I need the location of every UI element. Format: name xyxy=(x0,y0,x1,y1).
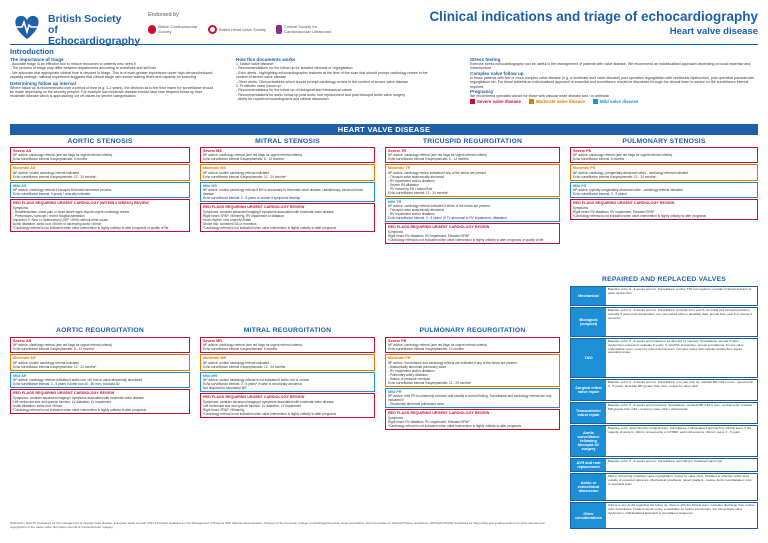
intro-col-1: The importance of triage - Accurate tria… xyxy=(10,57,218,99)
how-line: - Recommendations for the follow up for … xyxy=(236,66,353,71)
endorser-logo-bhvs: British Heart Valve Society xyxy=(208,20,274,38)
legend-mild: Mild valve disease xyxy=(593,99,638,105)
intro-col-3: Stress testing Exercise stress echocardi… xyxy=(470,57,758,105)
complex-text: In those patients with two or more compl… xyxy=(470,75,754,89)
importance-line: - We advocate that appropriate clinical … xyxy=(10,70,213,80)
section-banner: HEART VALVE DISEASE xyxy=(10,124,758,135)
moderate-box: Moderate AR NP advice: routine cardiolog… xyxy=(10,354,190,371)
stress-heading: Stress testing xyxy=(470,57,501,62)
mitral-regurgitation-panel: Severe MR NP advice: cardiology referral… xyxy=(200,337,375,418)
repaired-row-avr-root: AVR and root replacement Baseline echo: … xyxy=(570,458,758,472)
severe-box: Severe MR NP advice: cardiology referral… xyxy=(200,337,375,354)
how-line: - Other alerts. Clinical features which … xyxy=(236,79,409,84)
column-heading-tricuspid-regurgitation: TRICUSPID REGURGITATION xyxy=(422,138,523,145)
column-heading-aortic-regurgitation: AORTIC REGURGITATION xyxy=(56,327,144,334)
how-line: - Recommendations for aortic follow up p… xyxy=(236,92,405,97)
complex-heading: Complex valve follow up xyxy=(470,70,524,76)
repaired-row-surgical-mitral: Surgical mitral valve repair Baseline ec… xyxy=(570,379,758,401)
repaired-row-biological: Biological (surgical) Baseline echo: 6 -… xyxy=(570,307,758,337)
repaired-row-aortic-surveillance: Aortic surveillance following bicuspid A… xyxy=(570,425,758,457)
endorser-logo-csc: Clinical Society for Cardiovascular Ultr… xyxy=(276,20,340,38)
ultrasound-icon xyxy=(276,24,283,34)
pregnancy-heading: Pregnancy xyxy=(470,89,494,95)
mitral-stenosis-panel: Severe MS NP advice: cardiology referral… xyxy=(200,147,375,232)
legend-moderate: Moderate valve disease xyxy=(528,99,585,105)
how-line: - Alerts for repeat echocardiograms and … xyxy=(236,97,329,102)
valve-icon xyxy=(208,24,217,34)
follow-up-text: Where follow up is recommended over a pe… xyxy=(10,85,214,99)
severe-box: Severe AS NP advice: cardiology referral… xyxy=(10,147,190,164)
importance-heading: The importance of triage xyxy=(10,57,64,62)
repaired-row-tavi: TAVI Baseline echo: 6 - 8 weeks post imp… xyxy=(570,338,758,378)
heart-icon xyxy=(148,24,157,34)
importance-line: - Accurate triage is an effective tool t… xyxy=(10,62,136,66)
column-heading-pulmonary-regurgitation: PULMONARY REGURGITATION xyxy=(419,327,526,334)
moderate-box: Moderate PS NP advice: cardiology (conge… xyxy=(570,164,758,181)
moderate-box: Moderate MR NP advice: routine cardiolog… xyxy=(200,354,375,371)
moderate-box: Moderate TR NP advice: cardiology review… xyxy=(385,164,560,197)
follow-up-heading: Determining follow up interval xyxy=(10,80,76,86)
importance-line: - The process of triage may differ betwe… xyxy=(10,66,157,71)
mild-box: Mild MR NP advice: routine cardiology re… xyxy=(200,371,375,393)
intro-col-2: How this documents works 1. Native valve… xyxy=(236,57,432,102)
moderate-box: Moderate PR NP advice: Surveillance and … xyxy=(385,354,560,387)
red-flags-box: RED FLAGS REQUIRING URGENT CARDIOLOGY (W… xyxy=(10,199,190,232)
page-title: Clinical indications and triage of echoc… xyxy=(429,9,758,24)
endorsed-by-label: Endorsed by xyxy=(148,12,179,18)
repaired-row-echoclinical-discussion: Aortic or echoclinical discussion Mild o… xyxy=(570,473,758,501)
pulmonary-stenosis-panel: Severe PS NP advice: cardiology referral… xyxy=(570,147,758,220)
column-heading-aortic-stenosis: AORTIC STENOSIS xyxy=(67,138,133,145)
severe-box: Severe PR NP advice: cardiology referral… xyxy=(385,337,560,354)
endorser-logo-bcs: British Cardiovascular Society xyxy=(148,20,208,38)
mild-box: Mild PR NP advice: mild PR is commonly c… xyxy=(385,387,560,409)
how-line: - Recommendations for the follow up of b… xyxy=(236,88,352,93)
repaired-valves-panel: Mechanical Baseline echo: 6 - 8 weeks po… xyxy=(570,286,758,529)
aortic-regurgitation-panel: Severe AR NP advice: cardiology referral… xyxy=(10,337,190,414)
column-heading-repaired-valves: REPAIRED AND REPLACED VALVES xyxy=(602,276,726,283)
severity-legend: Severe valve disease Moderate valve dise… xyxy=(470,99,758,105)
how-line: 1. Native valve disease: xyxy=(236,62,274,66)
page-subtitle: Heart valve disease xyxy=(669,26,758,37)
legend-swatch xyxy=(470,99,475,105)
mild-box: Mild AS NP advice: cardiology referral i… xyxy=(10,181,190,199)
red-flags-box: RED FLAGS REQUIRING URGENT CARDIOLOGY RE… xyxy=(385,409,560,430)
repaired-row-transcatheter-mitral: Transcatheter mitral repair Baseline ech… xyxy=(570,402,758,424)
severe-box: Severe MS NP advice: cardiology referral… xyxy=(200,147,375,164)
how-line: 2. Prosthetic valve follow up: xyxy=(236,84,282,89)
severe-box: Severe TR NP advice: cardiology referral… xyxy=(385,147,560,164)
pregnancy-text: We recommend specialist advice for those… xyxy=(470,94,610,99)
column-heading-pulmonary-stenosis: PULMONARY STENOSIS xyxy=(622,138,706,145)
red-flags-box: RED FLAGS REQUIRING URGENT CARDIOLOGY RE… xyxy=(200,203,375,232)
red-flags-box: RED FLAGS REQUIRING URGENT CARDIOLOGY RE… xyxy=(10,389,190,414)
red-flags-box: RED FLAGS REQUIRING URGENT CARDIOLOGY RE… xyxy=(570,199,758,220)
red-flags-box: RED FLAGS REQUIRING URGENT CARDIOLOGY RE… xyxy=(200,393,375,418)
repaired-row-mechanical: Mechanical Baseline echo: 6 - 8 weeks po… xyxy=(570,286,758,306)
legend-severe: Severe valve disease xyxy=(470,99,521,105)
header-divider xyxy=(10,44,758,45)
mild-box: Mild PS NP advice: typically congenitall… xyxy=(570,181,758,199)
bse-logo xyxy=(10,12,44,42)
pulmonary-regurgitation-panel: Severe PR NP advice: cardiology referral… xyxy=(385,337,560,430)
column-heading-mitral-regurgitation: MITRAL REGURGITATION xyxy=(243,327,332,334)
legend-swatch xyxy=(528,99,534,105)
repaired-row-other-considerations: Other considerations If there is any dou… xyxy=(570,502,758,529)
mild-box: Mild AR NP advice: cardiology referral i… xyxy=(10,371,190,389)
mild-box: Mild TR NP advice: cardiology referral i… xyxy=(385,197,560,223)
aortic-stenosis-panel: Severe AS NP advice: cardiology referral… xyxy=(10,147,190,232)
mild-box: Mild MS NP advice: routine cardiology re… xyxy=(200,181,375,203)
moderate-box: Moderate AS NP advice: routine cardiolog… xyxy=(10,164,190,181)
red-flags-box: RED FLAGS REQUIRING URGENT CARDIOLOGY RE… xyxy=(385,223,560,244)
tricuspid-regurgitation-panel: Severe TR NP advice: cardiology referral… xyxy=(385,147,560,244)
references-footer: 2020 ESC / EACTS Guidelines for the mana… xyxy=(10,521,545,529)
legend-swatch xyxy=(593,99,599,105)
intro-heading: Introduction xyxy=(10,47,54,56)
how-heading: How this documents works xyxy=(236,57,296,62)
moderate-box: Moderate MS NP advice: routine cardiolog… xyxy=(200,164,375,181)
org-name: British Society of Echocardiography xyxy=(48,13,141,47)
severe-box: Severe PS NP advice: cardiology referral… xyxy=(570,147,758,164)
how-line: - Echo alerts - highlighting echocardiog… xyxy=(236,70,428,80)
stress-text: Exercise stress echocardiography can be … xyxy=(470,62,751,71)
severe-box: Severe AR NP advice: cardiology referral… xyxy=(10,337,190,354)
column-heading-mitral-stenosis: MITRAL STENOSIS xyxy=(255,138,320,145)
